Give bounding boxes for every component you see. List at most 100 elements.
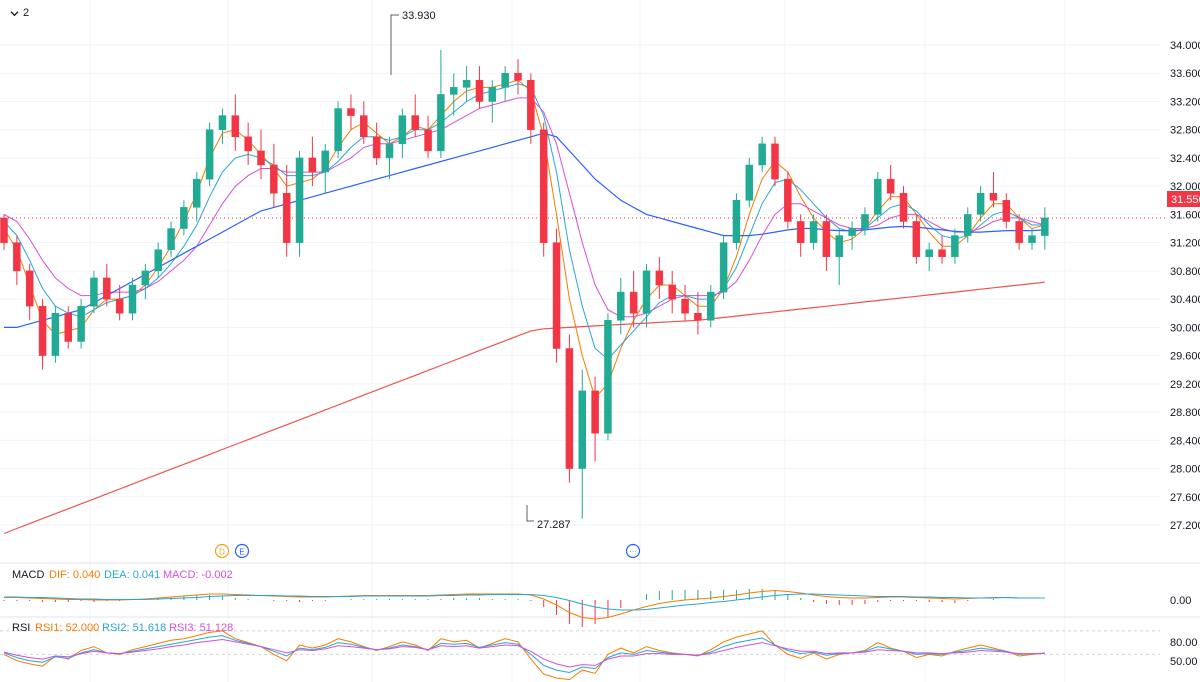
event-markers[interactable]: D E ··· <box>214 543 641 559</box>
candle[interactable] <box>784 172 792 229</box>
candle[interactable] <box>668 270 676 314</box>
candle[interactable] <box>719 235 728 300</box>
candle[interactable] <box>732 193 741 250</box>
candle[interactable] <box>822 214 831 271</box>
candle[interactable] <box>321 143 329 194</box>
candle[interactable] <box>552 228 561 363</box>
candle[interactable] <box>13 235 21 285</box>
candle[interactable] <box>411 94 419 137</box>
candle[interactable] <box>257 129 265 180</box>
candle[interactable] <box>77 299 85 349</box>
candle[interactable] <box>848 221 856 250</box>
candle[interactable] <box>128 277 137 321</box>
candle[interactable] <box>424 115 432 158</box>
high-label: 33.930 <box>402 10 436 22</box>
candle[interactable] <box>308 136 317 187</box>
candle[interactable] <box>617 277 625 335</box>
candle[interactable] <box>642 263 651 328</box>
candle[interactable] <box>707 285 715 328</box>
candle[interactable] <box>655 256 664 300</box>
candle[interactable] <box>951 228 959 264</box>
candle[interactable] <box>0 214 8 250</box>
candle[interactable] <box>501 66 509 102</box>
candle[interactable] <box>475 66 484 109</box>
candle[interactable] <box>51 306 60 363</box>
candle[interactable] <box>488 80 497 123</box>
dividend-marker[interactable]: D <box>214 543 230 559</box>
candle[interactable] <box>912 214 921 264</box>
candle[interactable] <box>745 157 754 208</box>
candle[interactable] <box>231 94 240 151</box>
candle[interactable] <box>64 306 72 349</box>
candle[interactable] <box>681 285 689 321</box>
rsi-pane[interactable] <box>3 630 1045 681</box>
candlesticks[interactable] <box>0 49 1049 519</box>
candle[interactable] <box>360 101 368 144</box>
candle[interactable] <box>604 313 612 441</box>
candle[interactable] <box>334 101 342 158</box>
candle[interactable] <box>154 242 162 278</box>
macd-pane[interactable] <box>3 589 1046 627</box>
candle-body <box>861 214 869 229</box>
candle[interactable] <box>809 214 818 250</box>
candle[interactable] <box>218 108 227 144</box>
candle[interactable] <box>1041 207 1049 250</box>
candle[interactable] <box>861 207 869 236</box>
candle[interactable] <box>180 200 188 236</box>
candle[interactable] <box>758 136 766 173</box>
macd-dea-line <box>4 593 1045 611</box>
candle[interactable] <box>25 263 34 321</box>
candle[interactable] <box>244 122 252 165</box>
candle[interactable] <box>115 285 124 321</box>
candle[interactable] <box>205 122 214 187</box>
candle[interactable] <box>539 122 548 257</box>
candle[interactable] <box>938 235 946 264</box>
svg-text:···: ··· <box>630 549 637 556</box>
candle[interactable] <box>1028 228 1036 250</box>
candle[interactable] <box>450 73 458 116</box>
candle[interactable] <box>398 108 407 158</box>
candle[interactable] <box>193 172 201 222</box>
candle[interactable] <box>437 49 445 158</box>
candle[interactable] <box>591 376 599 462</box>
candle[interactable] <box>103 263 111 307</box>
candle-body <box>282 192 291 243</box>
candle[interactable] <box>976 186 985 222</box>
candle[interactable] <box>295 150 304 257</box>
candle[interactable] <box>578 369 586 519</box>
candle[interactable] <box>141 263 150 300</box>
candle[interactable] <box>514 59 522 95</box>
candle[interactable] <box>282 165 291 257</box>
price-axis[interactable]: 34.000 33.600 33.200 32.800 32.400 32.000 31.6… <box>1170 40 1200 532</box>
candle[interactable] <box>899 186 908 229</box>
candle[interactable] <box>1002 193 1011 229</box>
candle[interactable] <box>1015 214 1023 250</box>
candle[interactable] <box>629 270 638 328</box>
candle[interactable] <box>989 172 998 208</box>
candle[interactable] <box>270 143 278 208</box>
candle[interactable] <box>964 207 972 243</box>
candle[interactable] <box>385 136 394 180</box>
candle[interactable] <box>925 242 933 271</box>
candle-body <box>938 249 946 258</box>
candle-body <box>1002 200 1011 222</box>
candle[interactable] <box>886 165 895 201</box>
candle[interactable] <box>372 122 381 165</box>
candle[interactable] <box>694 292 702 335</box>
more-events-marker[interactable]: ··· <box>625 543 641 559</box>
candle[interactable] <box>835 228 843 285</box>
candle[interactable] <box>874 172 882 222</box>
candle[interactable] <box>771 136 779 187</box>
candle[interactable] <box>347 94 355 130</box>
candle[interactable] <box>796 214 805 257</box>
candle[interactable] <box>38 299 47 370</box>
candle[interactable] <box>527 73 535 144</box>
candle[interactable] <box>167 221 175 257</box>
candle[interactable] <box>565 334 574 483</box>
rsi1-label: RSI1: 52.000 <box>35 622 99 634</box>
candle[interactable] <box>90 270 98 314</box>
collapse-indicators-toggle[interactable]: 2 <box>10 7 29 19</box>
candle[interactable] <box>462 66 471 102</box>
earnings-marker[interactable]: E <box>234 543 250 559</box>
